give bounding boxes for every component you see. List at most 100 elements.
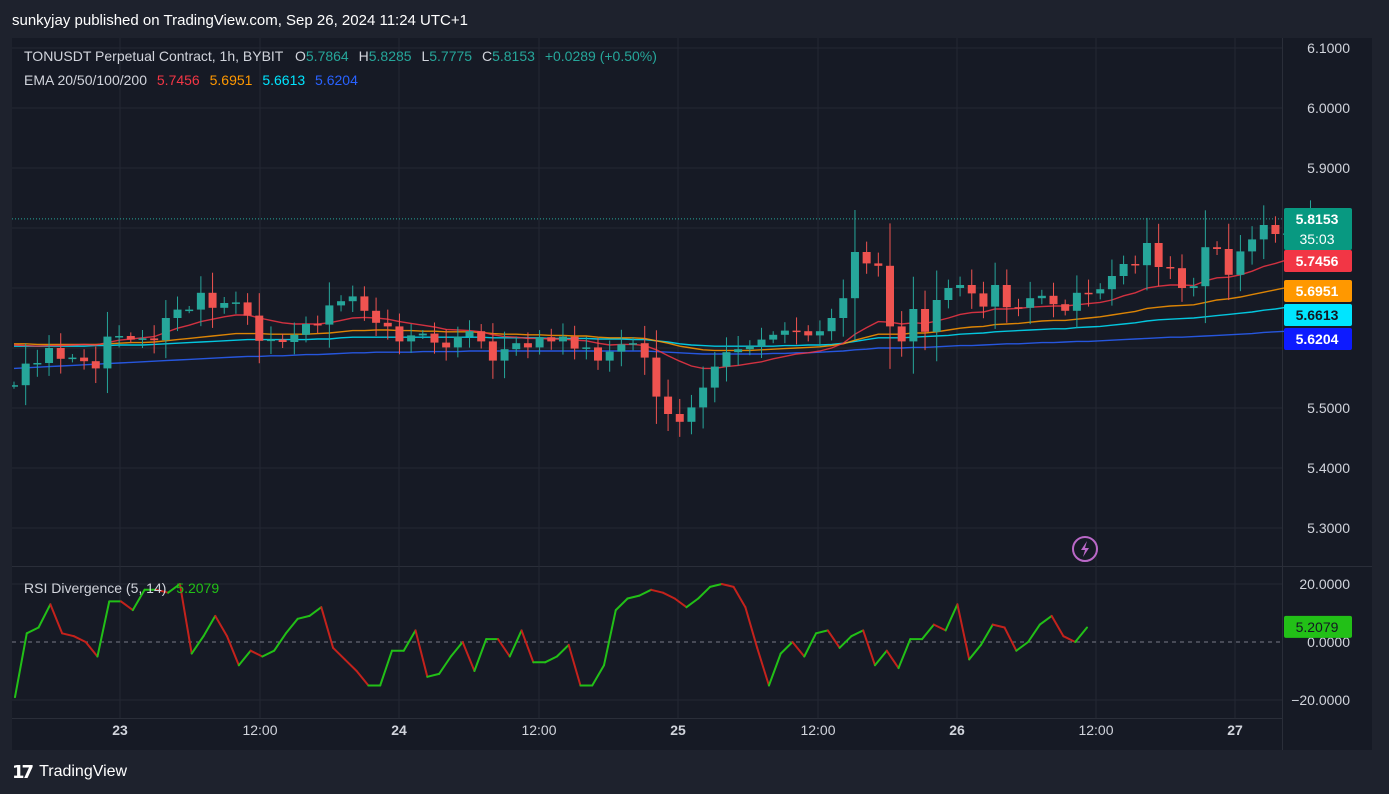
candle-up — [558, 336, 567, 342]
close-value: 5.8153 — [492, 48, 535, 64]
candle-up — [710, 366, 719, 388]
rsi-segment — [226, 635, 240, 667]
price-tick-label: 5.4000 — [1307, 460, 1350, 476]
rsi-segment — [838, 635, 853, 649]
time-tick-label: 26 — [949, 722, 965, 738]
rsi-segment — [414, 629, 429, 678]
rsi-segment — [885, 649, 900, 670]
candle-up — [1096, 289, 1105, 294]
rsi-segment — [84, 641, 99, 658]
tradingview-logo-icon[interactable]: 17 — [12, 761, 34, 783]
brand-name[interactable]: TradingView — [39, 763, 128, 780]
candle-down — [921, 309, 930, 332]
candle-up — [734, 349, 743, 353]
rsi-segment — [202, 614, 217, 638]
candle-down — [56, 348, 65, 359]
price-labels: 5.8153 35:03 5.7456 5.6951 5.6613 5.6204 5.207… — [1284, 208, 1352, 638]
rsi-segment — [120, 600, 134, 612]
price-tick-label: 5.9000 — [1307, 160, 1350, 176]
rsi-legend: RSI Divergence (5, 14) 5.2079 — [24, 580, 219, 596]
rsi-segment — [921, 623, 935, 641]
rsi-segment — [37, 603, 52, 629]
ema50-price-label-text: 5.6951 — [1296, 283, 1339, 299]
candle-down — [430, 333, 439, 343]
rsi-segment — [284, 617, 299, 635]
rsi-segment — [72, 635, 87, 643]
candle-up — [850, 252, 859, 299]
rsi-segment — [956, 603, 971, 661]
candle-up — [103, 336, 112, 369]
ema-lines — [12, 218, 1311, 370]
rsi-line — [12, 583, 1282, 699]
rsi-segment — [697, 585, 712, 600]
high-label: H — [358, 48, 369, 64]
chart-frame[interactable] — [12, 38, 1372, 750]
candle-down — [255, 315, 264, 341]
symbol-title[interactable]: TONUSDT Perpetual Contract, 1h, BYBIT — [24, 48, 284, 64]
candle-up — [418, 333, 427, 336]
candle-up — [535, 337, 544, 348]
candle-up — [1037, 295, 1046, 299]
ema50-line — [14, 284, 1311, 352]
candle-down — [804, 331, 813, 336]
candle-up — [465, 331, 474, 337]
candle-up — [1236, 251, 1245, 275]
rsi-segment — [461, 641, 476, 672]
rsi-segment — [1027, 623, 1041, 643]
candle-down — [1154, 243, 1163, 267]
rsi-segment — [355, 670, 370, 687]
countdown-text: 35:03 — [1299, 231, 1334, 247]
candle-down — [1213, 247, 1222, 249]
candle-down — [1002, 285, 1011, 308]
close-label: C — [481, 48, 493, 64]
candle-up — [12, 385, 18, 387]
rsi-segment — [296, 614, 311, 620]
candle-down — [395, 326, 404, 342]
candle-up — [722, 352, 731, 367]
candle-down — [150, 338, 159, 341]
candle-up — [231, 302, 240, 304]
candle-up — [827, 318, 836, 332]
candle-up — [582, 347, 591, 349]
rsi-segment — [862, 629, 876, 667]
candle-up — [1026, 298, 1035, 308]
rsi-segment — [979, 623, 994, 646]
price-tick-label: 6.1000 — [1307, 40, 1350, 56]
rsi-segment — [426, 672, 441, 678]
rsi-title[interactable]: RSI Divergence (5, 14) — [24, 580, 167, 596]
candle-down — [313, 324, 322, 326]
candle-down — [979, 293, 988, 307]
flash-icon[interactable] — [1072, 536, 1098, 562]
time-tick-label: 24 — [391, 722, 407, 738]
candle-up — [185, 309, 194, 312]
ema-title[interactable]: EMA 20/50/100/200 — [24, 72, 147, 88]
candle-down — [278, 339, 287, 342]
rsi-segment — [591, 664, 606, 687]
candle-up — [33, 363, 42, 365]
time-tick-label: 23 — [112, 722, 128, 738]
rsi-segment — [25, 626, 40, 635]
candle-down — [1131, 264, 1140, 266]
rsi-segment — [49, 603, 64, 635]
open-label: O — [295, 48, 306, 64]
candle-down — [208, 292, 217, 308]
ema20-value: 5.7456 — [156, 72, 200, 88]
candle-up — [196, 292, 205, 310]
axes: 23 12:00 24 12:00 25 12:00 26 12:00 27 6.1000 6.00… — [112, 40, 1350, 738]
rsi-segment — [673, 597, 688, 609]
candle-up — [220, 303, 229, 308]
time-tick-label: 25 — [670, 722, 686, 738]
rsi-segment — [249, 649, 264, 658]
chart-canvas[interactable]: 23 12:00 24 12:00 25 12:00 26 12:00 27 6.1000 6.00… — [12, 38, 1372, 750]
rsi-segment — [932, 623, 947, 632]
rsi-segment — [1015, 641, 1030, 652]
rsi-segment — [555, 643, 570, 658]
candle-up — [815, 331, 824, 336]
rsi-segment — [402, 629, 417, 652]
rsi-segment — [756, 646, 770, 687]
candle-up — [956, 285, 965, 288]
candle-up — [337, 301, 346, 306]
ema200-price-label-text: 5.6204 — [1296, 331, 1339, 347]
candle-up — [687, 407, 696, 422]
rsi-segment — [709, 583, 723, 588]
